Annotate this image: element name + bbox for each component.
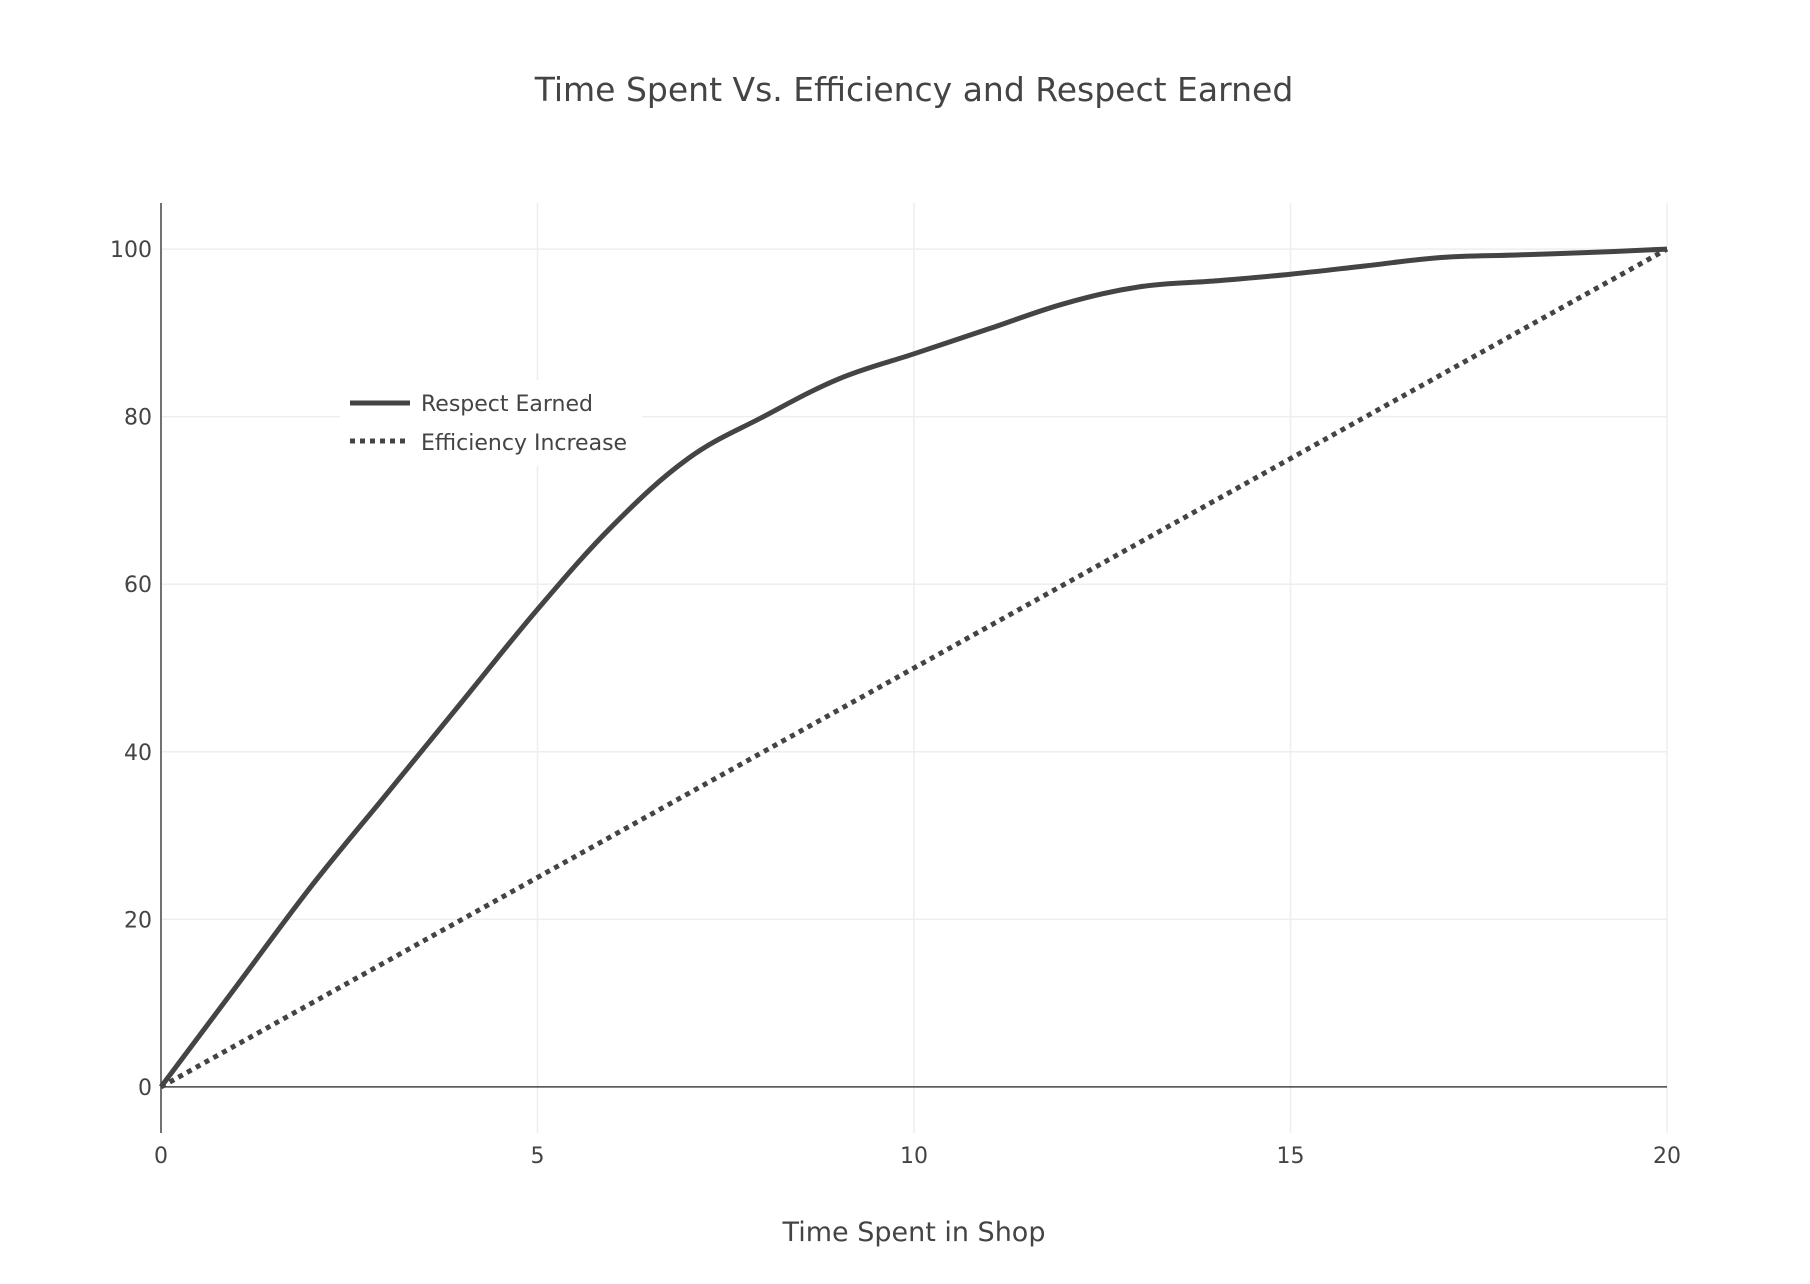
series-layer: [158, 246, 1669, 1090]
y-tick-label-60: 60: [124, 573, 152, 598]
y-tick-label-20: 20: [124, 908, 152, 933]
legend[interactable]: Respect Earned Efficiency Increase: [340, 380, 642, 466]
x-tick-label-15: 15: [1277, 1144, 1305, 1169]
y-tick-label-0: 0: [138, 1076, 152, 1101]
x-tick-label-20: 20: [1653, 1144, 1681, 1169]
series-line-efficiency-increase[interactable]: [159, 246, 1669, 1090]
y-tick-label-100: 100: [110, 238, 152, 263]
series-line-respect-earned[interactable]: [158, 246, 1668, 1089]
x-axis-title: Time Spent in Shop: [782, 1217, 1046, 1248]
x-tick-label-10: 10: [900, 1144, 928, 1169]
x-tick-label-0: 0: [154, 1144, 168, 1169]
legend-label-respect-earned: Respect Earned: [421, 392, 593, 417]
x-tick-label-5: 5: [531, 1144, 545, 1169]
chart-title: Time Spent Vs. Efficiency and Respect Ea…: [534, 70, 1294, 109]
legend-background: [340, 380, 642, 466]
legend-label-efficiency-increase: Efficiency Increase: [421, 431, 627, 456]
tick-labels: 0 5 10 15 20 0 20 40 60 80 100: [110, 238, 1681, 1169]
y-tick-label-40: 40: [124, 741, 152, 766]
axes-layer: [160, 203, 1667, 1133]
grid-layer: [161, 203, 1668, 1133]
y-tick-label-80: 80: [124, 406, 152, 431]
